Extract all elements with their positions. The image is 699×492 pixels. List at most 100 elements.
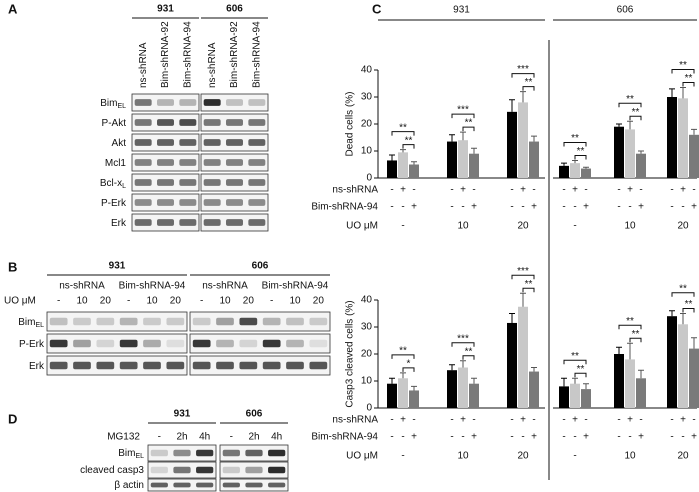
y-tick-label: 0 <box>366 403 372 414</box>
dose: 10 <box>289 296 301 307</box>
condition-sign: - <box>532 185 535 196</box>
band <box>150 466 168 474</box>
band <box>268 449 286 457</box>
significance-label: ** <box>626 94 634 105</box>
band <box>150 482 168 488</box>
condition-sign: - <box>390 202 393 213</box>
band <box>203 179 221 186</box>
error-bar <box>471 147 477 154</box>
significance-bracket <box>629 115 642 121</box>
band <box>222 449 240 457</box>
x-tick-label: - <box>401 221 404 232</box>
band <box>309 361 328 370</box>
blot-box <box>46 311 188 332</box>
bar <box>614 126 624 178</box>
row-label-text: P-Akt <box>102 118 127 129</box>
band <box>173 449 191 457</box>
category-axis-label: UO μM <box>346 221 378 232</box>
band <box>157 219 174 226</box>
dose: 20 <box>313 296 325 307</box>
error-bar <box>583 166 589 169</box>
subgroup-label: ns-shRNA <box>59 281 105 292</box>
blot-box <box>200 93 269 112</box>
band <box>49 339 68 348</box>
band <box>179 139 197 146</box>
significance-bracket <box>511 73 535 78</box>
significance-label: ** <box>679 60 687 71</box>
band <box>134 199 152 206</box>
condition-sign: - <box>628 432 631 443</box>
condition-sign: - <box>450 432 453 443</box>
blot-box <box>189 355 331 376</box>
condition-sign: - <box>390 185 393 196</box>
condition-label: ns-shRNA <box>332 415 378 426</box>
condition-label: Bim-shRNA-94 <box>311 432 378 443</box>
band <box>222 466 240 474</box>
panel-label: C <box>372 1 382 16</box>
condition-sign: - <box>617 432 620 443</box>
error-bar <box>471 377 477 384</box>
category-axis-label: UO μM <box>346 451 378 462</box>
row-label: P-Erk <box>101 198 127 209</box>
error-bar <box>561 377 567 387</box>
error-bar <box>572 159 578 164</box>
bar <box>447 370 457 408</box>
bar <box>581 389 591 408</box>
band <box>248 159 266 166</box>
error-bar <box>509 99 515 112</box>
significance-label: *** <box>457 105 469 116</box>
row-label-text: cleaved casp3 <box>80 465 144 476</box>
band <box>216 339 234 348</box>
time: - <box>230 432 233 443</box>
band <box>173 482 191 488</box>
bar <box>398 152 408 178</box>
condition-sign: - <box>461 432 464 443</box>
band <box>262 361 281 370</box>
error-bar <box>411 161 417 165</box>
condition-sign: - <box>521 202 524 213</box>
y-tick-label: 20 <box>361 119 373 130</box>
group-label: 606 <box>252 261 269 272</box>
band <box>119 317 138 326</box>
condition-sign: + <box>572 185 578 196</box>
condition-sign: + <box>471 432 477 443</box>
group-label: 931 <box>174 409 191 420</box>
row-label-text: Bim <box>100 98 117 109</box>
band <box>248 99 266 106</box>
lane-label: ns-shRNA <box>138 42 149 88</box>
lane-label: Bim-shRNA-92 <box>160 21 171 88</box>
bar <box>409 164 419 178</box>
bar <box>529 141 539 178</box>
bar <box>581 168 591 178</box>
condition-sign: - <box>450 202 453 213</box>
significance-label: *** <box>517 266 529 277</box>
band <box>196 466 214 474</box>
row-label-text: Erk <box>111 218 127 229</box>
row-label: Erk <box>29 361 45 372</box>
row-label: P-Erk <box>19 339 45 350</box>
y-tick-label: 40 <box>361 65 373 76</box>
significance-bracket <box>402 144 415 149</box>
bar <box>559 386 569 408</box>
condition-sign: + <box>638 202 644 213</box>
bar <box>689 348 699 408</box>
row-label-text: Bim <box>18 317 35 328</box>
condition-sign: - <box>562 432 565 443</box>
band <box>245 466 263 474</box>
condition-sign: + <box>411 432 417 443</box>
significance-bracket <box>462 126 475 132</box>
band <box>179 179 197 186</box>
error-bar <box>691 337 697 349</box>
band <box>157 179 174 186</box>
error-bar <box>449 364 455 371</box>
error-bar <box>572 377 578 384</box>
condition-sign: - <box>412 415 415 426</box>
lane-label: ns-shRNA <box>207 42 218 88</box>
band <box>286 317 304 326</box>
group-label: 931 <box>109 261 126 272</box>
band <box>73 361 91 370</box>
condition-sign: - <box>617 202 620 213</box>
error-bar <box>627 120 633 130</box>
row-label-text: Akt <box>112 138 127 149</box>
band <box>245 482 263 488</box>
